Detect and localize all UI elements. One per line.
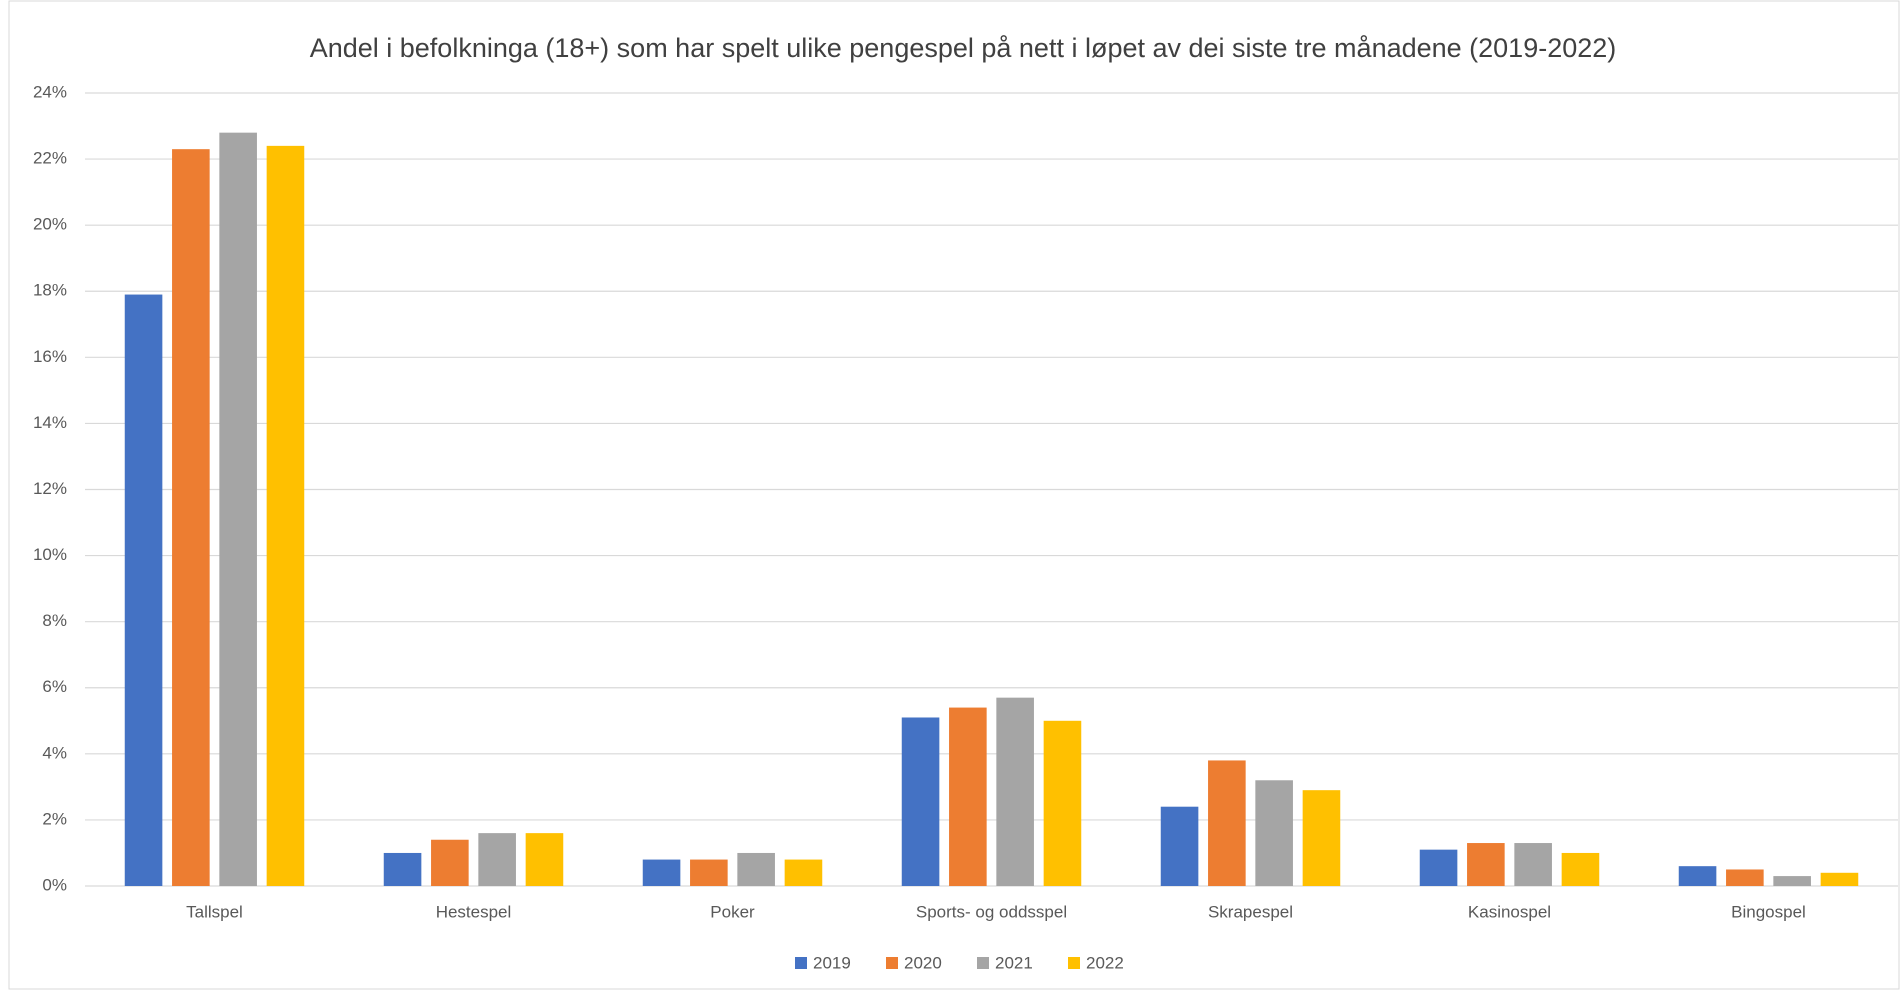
- x-tick-label: Sports- og oddsspel: [916, 902, 1067, 921]
- legend-label: 2021: [995, 953, 1033, 972]
- bar: [1820, 872, 1859, 886]
- bar: [1726, 869, 1764, 886]
- bar: [737, 852, 775, 886]
- y-tick-label: 12%: [33, 479, 67, 498]
- y-tick-label: 20%: [33, 215, 67, 234]
- bar: [901, 717, 940, 886]
- bar: [1043, 720, 1082, 886]
- bar: [1255, 780, 1293, 886]
- bar: [1514, 843, 1552, 886]
- bar: [172, 149, 210, 886]
- bar: [642, 859, 681, 886]
- y-tick-label: 2%: [42, 809, 67, 828]
- x-tick-label: Bingospel: [1731, 902, 1806, 921]
- x-tick-label: Hestespel: [436, 902, 512, 921]
- bar: [949, 707, 987, 886]
- legend-swatch: [795, 957, 807, 969]
- bar: [219, 132, 257, 886]
- legend-swatch: [886, 957, 898, 969]
- bar: [266, 145, 305, 886]
- y-tick-label: 6%: [42, 677, 67, 696]
- bar: [1467, 843, 1505, 886]
- legend-swatch: [1068, 957, 1080, 969]
- bar: [1302, 790, 1341, 886]
- legend-label: 2022: [1086, 953, 1124, 972]
- x-tick-label: Kasinospel: [1468, 902, 1551, 921]
- bar: [996, 697, 1034, 886]
- bar: [1678, 866, 1717, 886]
- y-tick-label: 8%: [42, 611, 67, 630]
- y-tick-label: 10%: [33, 545, 67, 564]
- bar: [1561, 852, 1600, 886]
- legend-swatch: [977, 957, 989, 969]
- bar: [784, 859, 823, 886]
- x-tick-label: Poker: [710, 902, 755, 921]
- bar: [1419, 849, 1458, 886]
- legend-label: 2019: [813, 953, 851, 972]
- bar: [1773, 876, 1811, 886]
- chart-title: Andel i befolkninga (18+) som har spelt …: [310, 33, 1617, 63]
- bar: [124, 294, 163, 886]
- bar: [690, 859, 728, 886]
- y-tick-label: 24%: [33, 82, 67, 101]
- y-tick-label: 22%: [33, 149, 67, 168]
- y-tick-label: 14%: [33, 413, 67, 432]
- legend-label: 2020: [904, 953, 942, 972]
- x-tick-label: Tallspel: [186, 902, 243, 921]
- x-tick-label: Skrapespel: [1208, 902, 1293, 921]
- bar: [525, 833, 564, 886]
- bar: [431, 839, 469, 886]
- bar: [478, 833, 516, 886]
- bar: [383, 852, 422, 886]
- y-tick-label: 4%: [42, 743, 67, 762]
- y-tick-label: 16%: [33, 347, 67, 366]
- bar: [1208, 760, 1246, 886]
- y-tick-label: 0%: [42, 875, 67, 894]
- bar: [1160, 806, 1199, 886]
- y-tick-label: 18%: [33, 281, 67, 300]
